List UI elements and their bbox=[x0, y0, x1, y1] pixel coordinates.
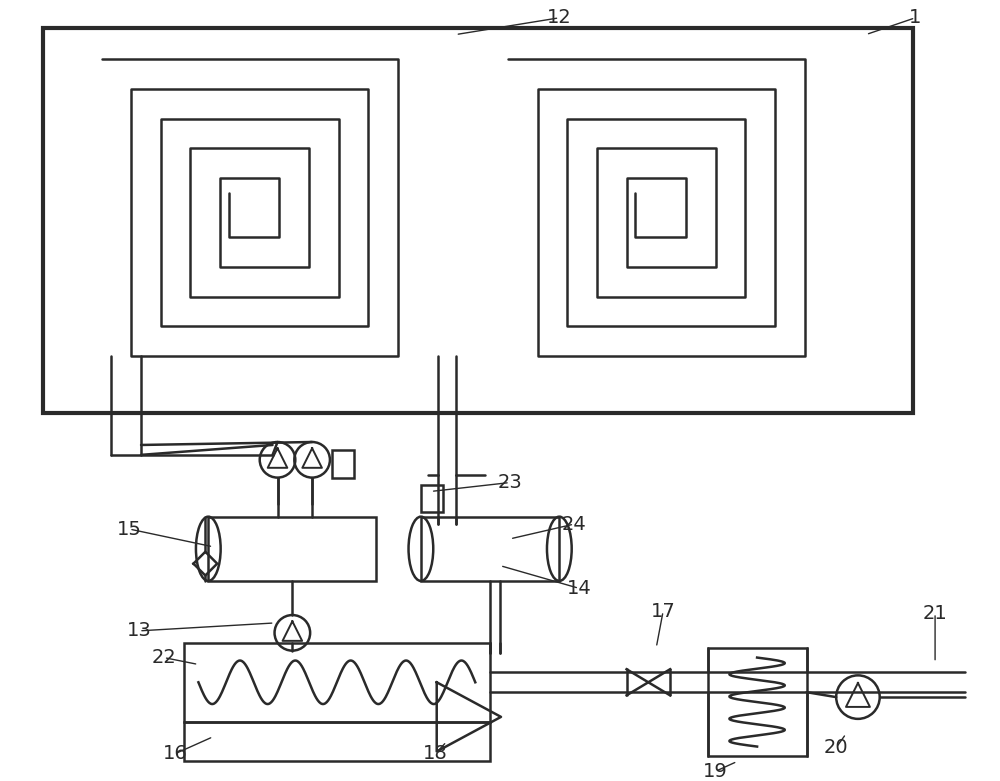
Text: 1: 1 bbox=[909, 9, 921, 27]
Text: 15: 15 bbox=[117, 519, 142, 539]
Bar bbox=[184, 643, 490, 722]
Text: 17: 17 bbox=[651, 601, 676, 621]
Text: 18: 18 bbox=[423, 744, 448, 763]
Text: 13: 13 bbox=[127, 622, 151, 640]
Bar bbox=[332, 450, 354, 478]
Bar bbox=[208, 517, 376, 581]
Text: 24: 24 bbox=[562, 515, 587, 533]
Bar bbox=[421, 517, 559, 581]
Bar bbox=[184, 722, 490, 761]
Bar bbox=[708, 647, 807, 757]
Text: 23: 23 bbox=[498, 473, 522, 492]
Bar bbox=[421, 484, 443, 512]
Text: 21: 21 bbox=[923, 604, 947, 622]
Text: 16: 16 bbox=[163, 744, 188, 763]
Text: 12: 12 bbox=[547, 9, 572, 27]
Text: 22: 22 bbox=[151, 648, 176, 667]
Text: 20: 20 bbox=[824, 738, 849, 757]
Text: 14: 14 bbox=[567, 579, 591, 597]
Bar bbox=[43, 27, 913, 413]
Text: 19: 19 bbox=[703, 761, 728, 781]
